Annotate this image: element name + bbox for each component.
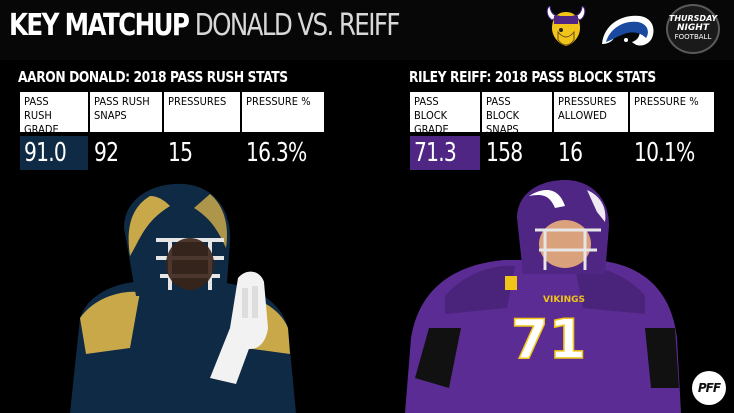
tnf-logo: THURSDAY NIGHT FOOTBALL bbox=[666, 4, 720, 54]
right-header-snaps-l1: PASS BLOCK bbox=[486, 95, 520, 122]
left-header-snaps: PASS RUSH SNAPS bbox=[90, 92, 162, 132]
tnf-line1: THURSDAY bbox=[668, 14, 718, 23]
tnf-line3: FOOTBALL bbox=[674, 33, 712, 41]
page-title: KEY MATCHUP DONALD VS. REIFF bbox=[9, 8, 401, 43]
right-value-grade: 71.3 bbox=[410, 136, 480, 170]
right-header-pressures-allowed-l2: ALLOWED bbox=[558, 109, 607, 122]
tnf-line2: NIGHT bbox=[677, 23, 709, 33]
left-header-grade: PASS RUSH GRADE bbox=[20, 92, 88, 136]
left-value-pressures: 15 bbox=[168, 138, 193, 168]
right-header-pressures-allowed: PRESSURES ALLOWED bbox=[554, 92, 628, 132]
left-header-pressure-pct-l1: PRESSURE % bbox=[246, 95, 311, 108]
left-header-pressure-pct: PRESSURE % bbox=[242, 92, 324, 132]
rams-logo-icon bbox=[602, 15, 654, 46]
right-value-pressure-pct: 10.1% bbox=[634, 138, 695, 168]
right-header-grade: PASS BLOCK GRADE bbox=[410, 92, 480, 136]
left-header-snaps-l2: SNAPS bbox=[94, 109, 127, 122]
left-value-pressure-pct: 16.3% bbox=[246, 138, 307, 168]
left-header-pressures-l1: PRESSURES bbox=[168, 95, 227, 108]
left-value-grade: 91.0 bbox=[20, 136, 88, 170]
right-panel-title: RILEY REIFF: 2018 PASS BLOCK STATS bbox=[409, 68, 656, 86]
riley-reiff-player-image: VIKINGS 71 bbox=[405, 180, 681, 413]
right-value-snaps: 158 bbox=[486, 138, 523, 168]
header-bar: KEY MATCHUP DONALD VS. REIFF THURSDAY NIG… bbox=[0, 0, 734, 60]
jersey-wordmark: VIKINGS bbox=[543, 295, 585, 305]
left-header-grade-l2: GRADE bbox=[24, 123, 59, 136]
aaron-donald-player-image bbox=[70, 183, 296, 413]
right-header-pressure-pct: PRESSURE % bbox=[630, 92, 714, 132]
right-header-snaps-l2: SNAPS bbox=[486, 123, 519, 136]
team-logos: THURSDAY NIGHT FOOTBALL bbox=[534, 4, 724, 56]
left-header-snaps-l1: PASS RUSH bbox=[94, 95, 150, 108]
jersey-number: 71 bbox=[511, 308, 586, 371]
right-header-pressures-allowed-l1: PRESSURES bbox=[558, 95, 617, 108]
left-panel-title: AARON DONALD: 2018 PASS RUSH STATS bbox=[18, 68, 288, 86]
title-main: KEY MATCHUP bbox=[9, 8, 190, 43]
vikings-logo-icon bbox=[546, 6, 586, 46]
right-header-pressure-pct-l1: PRESSURE % bbox=[634, 95, 699, 108]
right-header-grade-l1: PASS BLOCK bbox=[414, 95, 448, 122]
left-header-grade-l1: PASS RUSH bbox=[24, 95, 52, 122]
right-header-snaps: PASS BLOCK SNAPS bbox=[482, 92, 552, 136]
pff-watermark-logo: PFF bbox=[692, 371, 726, 405]
left-value-snaps: 92 bbox=[94, 138, 119, 168]
right-header-grade-l2: GRADE bbox=[414, 123, 449, 136]
title-sub: DONALD VS. REIFF bbox=[194, 8, 401, 43]
left-header-pressures: PRESSURES bbox=[164, 92, 240, 132]
right-value-pressures-allowed: 16 bbox=[558, 138, 583, 168]
